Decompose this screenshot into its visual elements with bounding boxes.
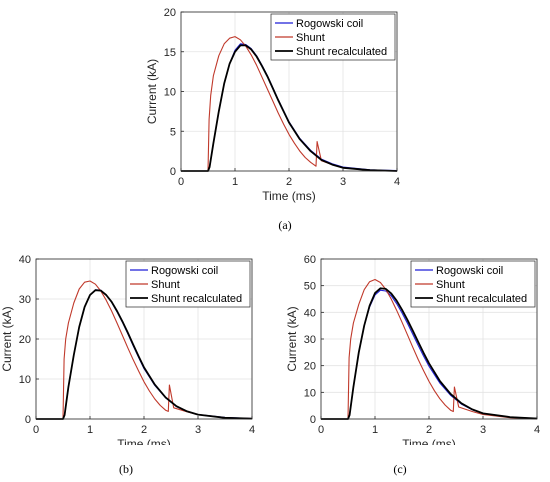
y-tick-label: 10 [19,374,31,386]
y-tick-label: 0 [25,414,31,426]
x-tick-label: 3 [480,424,486,436]
x-tick-label: 3 [340,176,346,188]
y-tick-label: 40 [304,307,316,319]
y-axis-label: Current (kA) [145,59,159,124]
series-line-shunt-recalculated [36,289,253,420]
x-axis-label: Time (ms) [262,189,316,203]
y-tick-label: 0 [310,414,316,426]
chart-panel-a: 0 1 2 3 4 0 5 10 15 20 Time (ms) Current (kA) Rogows… [140,0,415,217]
legend-label: Shunt [436,279,465,291]
series-line-shunt-recalculated [181,44,398,172]
legend-label: Shunt [151,279,180,291]
y-axis-label: Current (kA) [285,306,299,371]
legend-label: Rogowski coil [151,265,218,277]
y-tick-label: 10 [304,387,316,399]
y-tick-label: 30 [19,294,31,306]
chart-panel-c: 0 1 2 3 4 0 10 20 30 40 50 60 Time (ms) Current (kA) R… [278,250,546,451]
y-tick-label: 20 [164,7,176,19]
panel-caption-a: (a) [278,218,292,232]
series-line-shunt-recalculated [321,287,538,420]
series-line-shunt [36,280,253,420]
y-tick-label: 30 [304,334,316,346]
x-tick-label: 2 [141,424,147,436]
chart-panel-b: 0 1 2 3 4 0 10 20 30 40 Time (ms) Current (kA) Rogow… [0,250,268,451]
y-tick-label: 5 [170,126,176,138]
series-line-shunt [321,278,538,420]
x-tick-label: 0 [178,176,184,188]
legend-label: Shunt recalculated [436,293,527,305]
y-axis-label: Current (kA) [0,306,14,371]
x-tick-label: 4 [394,176,400,188]
panel-caption-b: (b) [119,462,133,476]
legend-label: Rogowski coil [296,18,363,30]
x-tick-label: 1 [87,424,93,436]
x-tick-label: 0 [33,424,39,436]
y-tick-label: 60 [304,254,316,266]
legend-label: Shunt [296,32,325,44]
y-tick-label: 40 [19,254,31,266]
legend: Rogowski coil Shunt Shunt recalculated [270,13,396,61]
legend-label: Rogowski coil [436,265,503,277]
panel-caption-c: (c) [393,462,407,476]
y-tick-label: 10 [164,87,176,99]
legend: Rogowski coil Shunt Shunt recalculated [125,260,251,308]
x-tick-label: 3 [195,424,201,436]
x-tick-label: 2 [286,176,292,188]
x-tick-label: 0 [318,424,324,436]
x-tick-label: 4 [534,424,540,436]
legend-box [270,13,396,61]
series-line-shunt [181,36,398,172]
legend-label: Shunt recalculated [296,46,387,58]
x-axis-label: Time (ms) [117,437,171,445]
y-tick-label: 15 [164,47,176,59]
y-tick-label: 20 [19,334,31,346]
x-tick-label: 1 [372,424,378,436]
x-tick-label: 4 [249,424,255,436]
x-tick-label: 1 [232,176,238,188]
x-tick-label: 2 [426,424,432,436]
y-tick-label: 50 [304,281,316,293]
y-tick-label: 20 [304,361,316,373]
legend-label: Shunt recalculated [151,293,242,305]
y-tick-label: 0 [170,166,176,178]
legend: Rogowski coil Shunt Shunt recalculated [410,260,536,308]
chart-a: 0 1 2 3 4 0 5 10 15 20 Time (ms) Current (kA) Rogows… [145,7,400,203]
x-axis-label: Time (ms) [402,437,456,445]
